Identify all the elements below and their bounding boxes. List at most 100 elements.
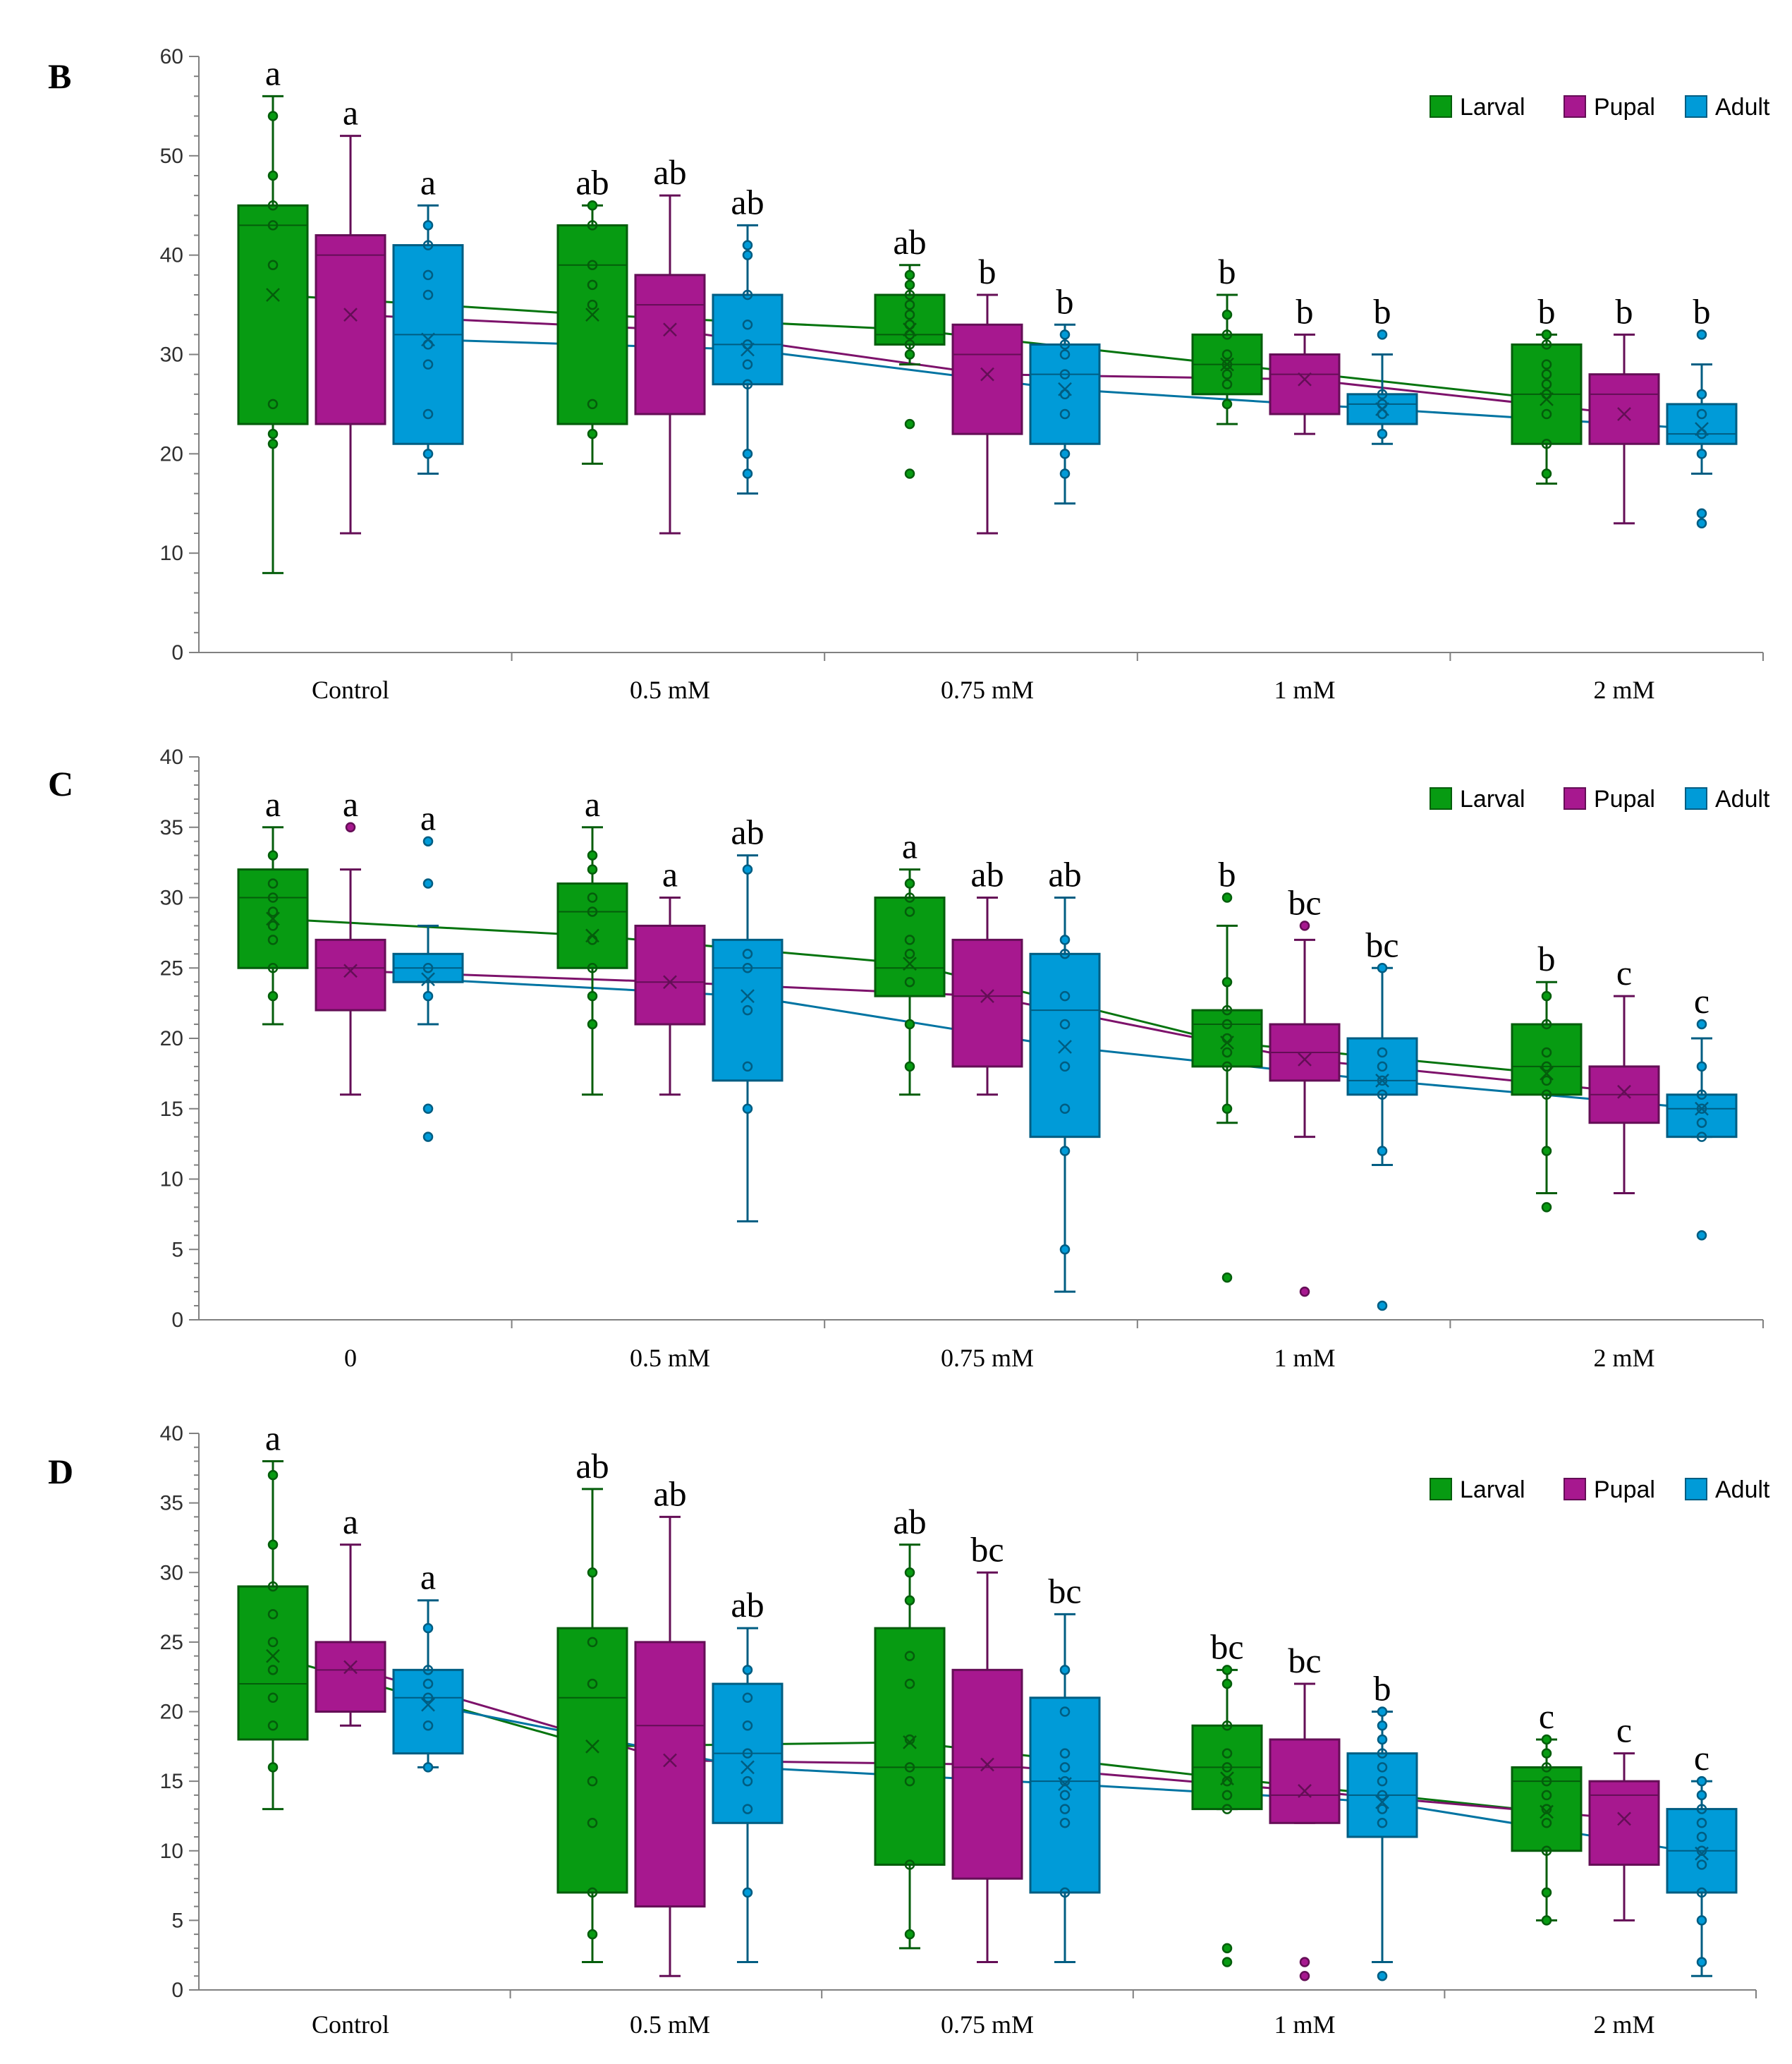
legend-label-pupal: Pupal bbox=[1594, 94, 1655, 121]
data-point bbox=[267, 1539, 279, 1550]
data-point bbox=[267, 935, 279, 945]
data-point bbox=[422, 990, 434, 1002]
box-adult: a bbox=[392, 1558, 464, 1773]
data-point bbox=[742, 1103, 753, 1114]
data-point bbox=[1059, 1244, 1071, 1255]
significance-letter: ab bbox=[731, 1585, 764, 1625]
data-point bbox=[1696, 1859, 1707, 1870]
data-point bbox=[1377, 1818, 1388, 1828]
data-point bbox=[1059, 1818, 1071, 1828]
mean-marker bbox=[1298, 372, 1312, 387]
y-tick-label: 20 bbox=[160, 1701, 183, 1724]
box-body bbox=[556, 1627, 628, 1894]
mean-marker bbox=[740, 342, 755, 357]
box-body bbox=[392, 1668, 464, 1755]
data-point bbox=[1696, 1103, 1707, 1114]
data-point bbox=[422, 1622, 434, 1634]
y-tick-label: 40 bbox=[160, 1422, 183, 1445]
box-pupal: ab bbox=[634, 1474, 706, 1977]
box-larval: ab bbox=[556, 162, 628, 465]
data-point bbox=[422, 1762, 434, 1773]
box-pupal: ab bbox=[634, 152, 706, 535]
mean-marker bbox=[1695, 1101, 1709, 1116]
data-point bbox=[345, 822, 356, 832]
data-point bbox=[742, 1748, 753, 1759]
box-body bbox=[315, 1641, 386, 1713]
box-larval: b bbox=[1191, 252, 1263, 425]
box-body bbox=[1269, 1738, 1341, 1824]
data-point bbox=[587, 260, 598, 270]
box-larval: a bbox=[874, 827, 946, 1096]
data-point bbox=[1377, 1804, 1388, 1814]
data-point bbox=[267, 1609, 279, 1620]
y-tick-label: 40 bbox=[160, 244, 183, 267]
data-point bbox=[422, 1720, 434, 1731]
data-point bbox=[1221, 1775, 1233, 1787]
data-point bbox=[742, 1775, 753, 1787]
box-pupal: ab bbox=[951, 855, 1023, 1096]
data-point bbox=[904, 1762, 915, 1773]
y-tick-label: 50 bbox=[160, 145, 183, 168]
box-pupal: b bbox=[1588, 291, 1660, 525]
box-larval: a bbox=[556, 784, 628, 1096]
data-point bbox=[904, 976, 915, 988]
legend-swatch-larval bbox=[1430, 787, 1452, 810]
data-point bbox=[742, 864, 753, 875]
y-tick-label: 30 bbox=[160, 344, 183, 367]
box-body bbox=[1511, 1766, 1583, 1852]
data-point bbox=[904, 1567, 915, 1578]
box-larval: ab bbox=[874, 1502, 946, 1950]
data-point bbox=[1377, 1061, 1388, 1072]
mean-marker bbox=[663, 322, 677, 337]
data-point bbox=[587, 279, 598, 291]
panel-letter: D bbox=[48, 1452, 73, 1491]
box-pupal: bc bbox=[1269, 1641, 1341, 1981]
data-point bbox=[742, 1887, 753, 1898]
data-point bbox=[1221, 1804, 1233, 1814]
data-point bbox=[267, 892, 279, 903]
data-point bbox=[1221, 349, 1233, 360]
data-point bbox=[904, 299, 915, 310]
data-point bbox=[742, 240, 753, 250]
y-tick-label: 35 bbox=[160, 1492, 183, 1515]
significance-letter: c bbox=[1616, 1711, 1632, 1750]
data-point bbox=[904, 309, 915, 320]
y-tick-label: 0 bbox=[171, 1979, 183, 2002]
box-adult: c bbox=[1666, 1738, 1738, 1977]
data-point bbox=[1221, 369, 1233, 380]
box-adult: ab bbox=[712, 813, 784, 1222]
data-point bbox=[267, 1581, 279, 1592]
data-point bbox=[1377, 1762, 1388, 1773]
y-tick-label: 10 bbox=[160, 542, 183, 565]
data-point bbox=[1541, 1748, 1552, 1759]
data-point bbox=[1221, 1061, 1233, 1072]
significance-letter: b bbox=[1616, 291, 1633, 331]
x-tick-label: 0.5 mM bbox=[630, 676, 710, 704]
box-adult: ab bbox=[712, 182, 784, 495]
legend-label-pupal: Pupal bbox=[1594, 1476, 1655, 1503]
data-point bbox=[1541, 1047, 1552, 1058]
y-tick-label: 20 bbox=[160, 1027, 183, 1050]
data-point bbox=[1377, 963, 1388, 973]
data-point bbox=[422, 240, 434, 250]
data-point bbox=[1059, 990, 1071, 1002]
data-point bbox=[1221, 399, 1233, 410]
data-point bbox=[1221, 1004, 1233, 1016]
significance-letter: a bbox=[265, 53, 281, 92]
data-point bbox=[1059, 449, 1071, 459]
data-point bbox=[1059, 349, 1071, 360]
data-point bbox=[1696, 1131, 1707, 1142]
box-body bbox=[1588, 373, 1660, 445]
significance-letter: bc bbox=[1210, 1627, 1243, 1666]
mean-marker bbox=[1058, 1040, 1072, 1054]
x-tick-label: 2 mM bbox=[1593, 2010, 1654, 2039]
data-point bbox=[422, 963, 434, 973]
data-point bbox=[1696, 1790, 1707, 1801]
significance-letter: c bbox=[1694, 1738, 1709, 1778]
mean-marker bbox=[343, 308, 358, 322]
significance-letter: a bbox=[265, 784, 281, 824]
mean-marker bbox=[266, 911, 280, 926]
data-point bbox=[587, 850, 598, 861]
significance-letter: c bbox=[1694, 981, 1709, 1021]
x-tick-label: 0 bbox=[344, 1344, 357, 1372]
